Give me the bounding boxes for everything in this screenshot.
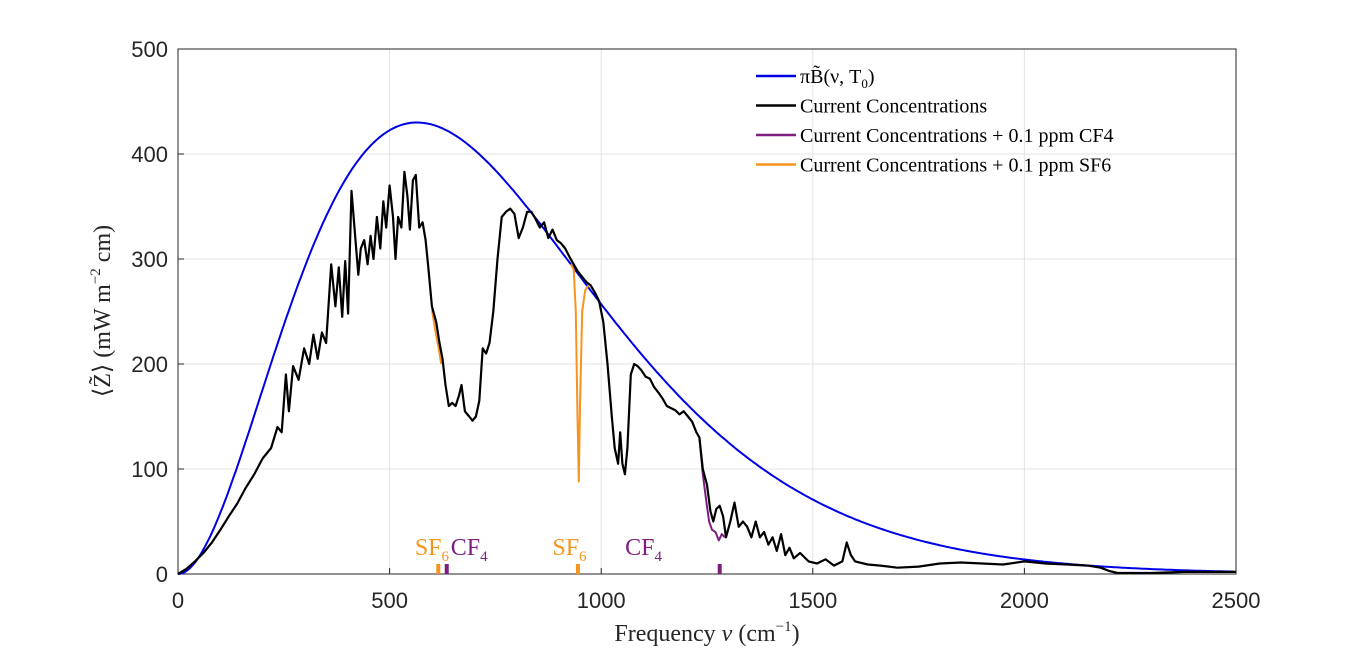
x-tick-label: 0 (172, 588, 184, 613)
x-axis-label-text: Frequency ν (cm−1) (614, 619, 799, 647)
legend-label-text: πB̃(ν, T (800, 64, 861, 88)
plot-frame (177, 48, 1237, 575)
x-tick-label: 2000 (1000, 588, 1049, 613)
x-label-main: Frequency (614, 621, 721, 647)
legend-label-planck: πB̃(ν, T0) (800, 64, 875, 91)
series-sf6-line (430, 309, 443, 365)
x-label-unit: (cm (732, 621, 776, 647)
y-axis-ticks: 0 100 200 300 400 500 (131, 37, 184, 587)
y-tick-label: 100 (131, 457, 168, 482)
annotation-sub: 6 (442, 549, 450, 565)
x-tick-label: 1000 (577, 588, 626, 613)
y-tick-label: 400 (131, 142, 168, 167)
y-label-sup: −2 (88, 268, 104, 284)
y-label-main: ⟨Z̃⟩ (mW m (88, 284, 116, 397)
annotation-label: SF6 (552, 535, 587, 565)
y-label-tail: cm) (90, 225, 116, 268)
legend-label-current: Current Concentrations (800, 96, 987, 118)
series-layer (177, 121, 1236, 575)
legend-label-text: Current Concentrations + 0.1 ppm SF6 (800, 155, 1111, 177)
annotation-text: SF (415, 535, 442, 561)
x-label-nu: ν (722, 621, 733, 647)
annotation-text: SF (552, 535, 579, 561)
annotation-sub: 6 (579, 549, 587, 565)
y-axis-label-text: ⟨Z̃⟩ (mW m−2 cm) (88, 225, 116, 397)
annotations: SF6 CF4 SF6 CF4 (415, 535, 722, 574)
legend-label-close: ) (868, 66, 875, 88)
annotation-text: CF (451, 535, 480, 561)
x-axis-label: Frequency ν (cm−1) (614, 619, 799, 647)
legend-label-cf4: Current Concentrations + 0.1 ppm CF4 (800, 125, 1113, 147)
annotation-label: CF4 (451, 535, 488, 565)
series-current-line (177, 170, 1236, 575)
legend-label-text: Current Concentrations (800, 96, 987, 118)
x-label-close: ) (792, 621, 800, 647)
annotation-sub: 4 (480, 549, 488, 565)
annotation-label: SF6 (415, 535, 450, 565)
x-tick-label: 2500 (1212, 588, 1261, 613)
legend: πB̃(ν, T0) Current Concentrations Current … (756, 64, 1113, 177)
y-axis-label: ⟨Z̃⟩ (mW m−2 cm) (88, 225, 116, 397)
y-tick-label: 300 (131, 247, 168, 272)
annotation-sub: 4 (654, 549, 662, 565)
x-label-sup: −1 (776, 619, 792, 635)
series-sf6-line (569, 263, 590, 483)
series-cf4-line (698, 437, 726, 542)
x-tick-label: 1500 (788, 588, 837, 613)
y-tick-label: 200 (131, 352, 168, 377)
annotation-text: CF (625, 535, 654, 561)
legend-label-text: Current Concentrations + 0.1 ppm CF4 (800, 125, 1113, 147)
legend-label-sf6: Current Concentrations + 0.1 ppm SF6 (800, 155, 1111, 177)
annotation-label: CF4 (625, 535, 662, 565)
y-tick-label: 0 (156, 562, 168, 587)
y-tick-label: 500 (131, 37, 168, 62)
x-axis-ticks: 0 500 1000 1500 2000 2500 (172, 568, 1261, 613)
legend-label-sub: 0 (861, 76, 868, 91)
x-tick-label: 500 (371, 588, 408, 613)
